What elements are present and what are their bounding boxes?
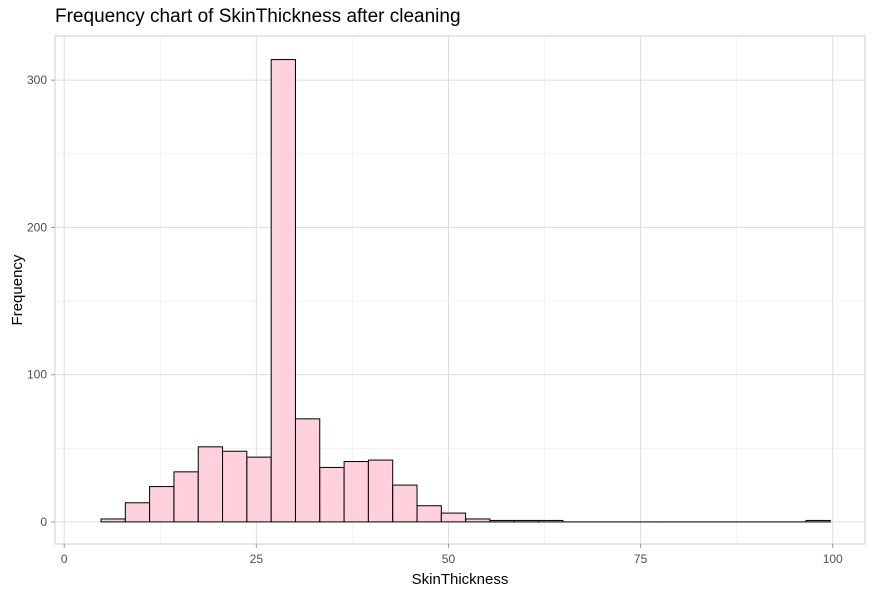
histogram-bar xyxy=(805,519,831,523)
y-tick-label: 100 xyxy=(27,368,47,382)
histogram-bar xyxy=(100,518,126,523)
plot-panel xyxy=(54,35,866,545)
y-tick-label: 300 xyxy=(27,73,47,87)
x-tick-label: 0 xyxy=(61,552,68,566)
axis-ticks: 0 25 50 75 100 0 100 200 300 xyxy=(27,73,843,566)
y-tick-label: 0 xyxy=(40,515,47,529)
histogram-bar xyxy=(440,512,467,523)
histogram-bar xyxy=(197,446,224,523)
x-axis-title: SkinThickness xyxy=(412,571,509,588)
chart-title: Frequency chart of SkinThickness after c… xyxy=(55,6,461,27)
histogram-bar xyxy=(392,484,418,523)
histogram-bars xyxy=(100,59,831,523)
histogram-bar xyxy=(319,466,345,523)
y-axis-title: Frequency xyxy=(9,254,26,325)
histogram-bar xyxy=(416,505,442,523)
histogram-bar xyxy=(513,519,540,523)
histogram-bar xyxy=(173,471,199,523)
y-tick-label: 200 xyxy=(27,220,47,234)
histogram-bar xyxy=(270,59,296,523)
histogram-bar xyxy=(246,456,272,523)
histogram-bar xyxy=(465,518,491,523)
x-tick-label: 100 xyxy=(823,552,843,566)
histogram-bar xyxy=(538,519,564,523)
histogram-bar xyxy=(124,502,151,523)
x-tick-label: 50 xyxy=(442,552,456,566)
histogram-bar xyxy=(222,450,248,523)
histogram-bar xyxy=(343,461,369,523)
histogram-bar xyxy=(489,519,515,523)
histogram-bar xyxy=(294,418,321,523)
x-tick-label: 75 xyxy=(634,552,648,566)
histogram-bar xyxy=(367,459,394,523)
histogram-bar xyxy=(149,486,175,523)
x-tick-label: 25 xyxy=(250,552,264,566)
